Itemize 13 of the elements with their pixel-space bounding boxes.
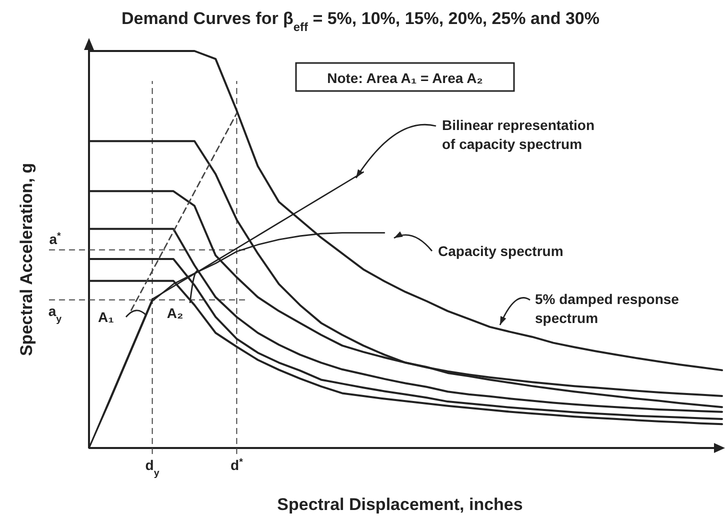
x-tick-label: d$_{y}$ [145, 457, 160, 478]
annotation: 5% damped response spectrum [535, 291, 680, 326]
chart-title: Demand Curves for β$_{eff}$ = 5%, 10%, 15%, 20%, 25% and 30% [122, 9, 600, 34]
annotation: Bilinear representation of capacity spectrum [442, 117, 594, 152]
annotation: Capacity spectrum [438, 243, 564, 259]
ref-line-label: a$^{*}$ [49, 230, 61, 247]
ref-line-label: a$_{y}$ [48, 302, 62, 324]
annotation: A₂ [166, 305, 184, 321]
annotation: A₁ [98, 309, 114, 325]
x-tick-label: d$^{*}$ [230, 456, 244, 473]
x-axis-title: Spectral Displacement, inches [277, 495, 523, 514]
y-axis-title: Spectral Acceleration, g [17, 162, 36, 356]
annotation: Note: Area A₁ = Area A₂ [327, 70, 483, 86]
